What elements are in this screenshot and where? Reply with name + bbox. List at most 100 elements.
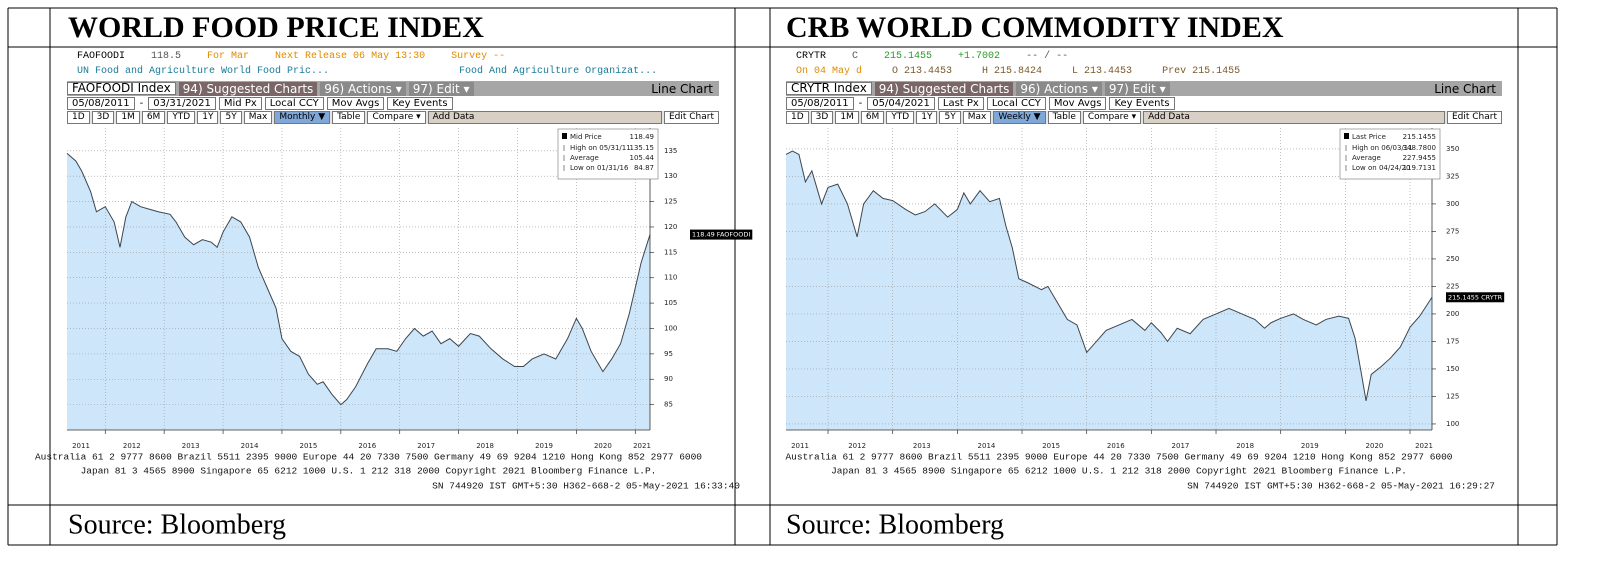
legend-label: Average — [570, 154, 599, 162]
period-button: Max — [962, 111, 992, 124]
range-field: - — [858, 98, 863, 109]
x-tick-label: 2017 — [1172, 442, 1190, 450]
period-button: YTD — [886, 111, 915, 124]
x-tick-label: 2020 — [1366, 442, 1384, 450]
period-button: Compare ▾ — [367, 111, 426, 124]
y-tick-label: 125 — [664, 198, 677, 206]
period-button: 1M — [835, 111, 859, 124]
x-tick-label: 2013 — [913, 442, 931, 450]
period-button: 1M — [116, 111, 140, 124]
x-tick-label: 2011 — [72, 442, 90, 450]
footer-line: Australia 61 2 9777 8600 Brazil 5511 239… — [35, 452, 702, 463]
quote-field: Survey -- — [451, 51, 506, 62]
description-field: L 213.4453 — [1072, 66, 1133, 77]
description-field: Prev 215.1455 — [1162, 66, 1241, 77]
period-bar: 1D 3D 1M 6M YTD 1Y 5Y Max Weekly ▼ Table Compare ▾… — [786, 111, 1502, 124]
line — [785, 150, 1433, 401]
range-field: Mov Avgs — [1048, 97, 1107, 110]
period-button: Max — [243, 111, 273, 124]
last-value-box — [1446, 292, 1505, 303]
quote-row: CRYTR C 215.1455 +1.7002 -- / -- — [796, 50, 1512, 63]
period-button: Weekly ▼ — [993, 111, 1046, 124]
toolbar-button: 97) Edit ▾ — [408, 81, 474, 96]
last-value-label: 215.1455 CRYTR — [1448, 293, 1503, 301]
footer-line: Japan 81 3 4565 8900 Singapore 65 6212 1… — [81, 466, 657, 477]
x-tick-label: 2013 — [182, 442, 200, 450]
y-tick-label: 200 — [1446, 310, 1459, 318]
range-field: 05/08/2011 — [67, 97, 135, 110]
x-tick-label: 2019 — [1301, 442, 1319, 450]
legend-label: High on 06/03/11 — [1352, 144, 1413, 152]
y-tick-label: 120 — [664, 223, 677, 231]
period-button: 6M — [860, 111, 885, 124]
y-tick-label: 175 — [1446, 337, 1459, 345]
range-field: Local CCY — [986, 97, 1046, 110]
y-tick-label: 125 — [1446, 392, 1459, 400]
legend-box — [1339, 128, 1441, 180]
range-field: - — [139, 98, 144, 109]
legend-value: 119.7131 — [1403, 164, 1436, 172]
toolbar-button: 96) Actions ▾ — [320, 81, 406, 96]
y-tick-label: 350 — [1446, 145, 1459, 153]
y-tick-label: 100 — [1446, 420, 1459, 428]
last-value-box — [690, 229, 753, 240]
description-field: UN Food and Agriculture World Food Pric.… — [77, 66, 330, 77]
toolbar-button: Line Chart — [651, 81, 713, 96]
y-tick-label: 135 — [664, 147, 677, 155]
legend-box — [557, 128, 659, 180]
x-tick-label: 2019 — [535, 442, 553, 450]
description-field: H 215.8424 — [982, 66, 1043, 77]
y-tick-label: 250 — [1446, 255, 1459, 263]
x-tick-label: 2012 — [848, 442, 866, 450]
range-field: Mov Avgs — [326, 97, 385, 110]
footer-line: SN 744920 IST GMT+5:30 H362-668-2 05-May… — [1187, 481, 1495, 492]
quote-field: -- / -- — [1026, 51, 1069, 62]
range-field: Mid Px — [218, 97, 262, 110]
period-button: Table — [332, 111, 366, 124]
y-tick-label: 275 — [1446, 227, 1459, 235]
footer-line: SN 744920 IST GMT+5:30 H362-668-2 05-May… — [432, 481, 740, 492]
y-tick-label: 95 — [664, 350, 673, 358]
period-button: Edit Chart — [1446, 111, 1502, 124]
y-tick-label: 130 — [664, 172, 677, 180]
legend-value: 215.1455 — [1403, 133, 1436, 141]
x-tick-label: 2021 — [633, 442, 651, 450]
last-value-label: 118.49 FAOFOODI — [692, 231, 750, 239]
x-tick-label: 2017 — [417, 442, 435, 450]
period-bar: 1D 3D 1M 6M YTD 1Y 5Y Max Monthly ▼ Table Compare … — [67, 111, 719, 124]
legend-label: Mid Price — [570, 133, 602, 141]
y-tick-label: 150 — [1446, 365, 1459, 373]
quote-field: +1.7002 — [958, 51, 1001, 62]
quote-field: FAOFOODI — [77, 51, 126, 62]
period-button: 1D — [67, 111, 90, 124]
period-button: Add Data — [427, 111, 662, 124]
legend-swatch — [1344, 133, 1349, 139]
cell-title: CRB WORLD COMMODITY INDEX — [786, 11, 1284, 44]
legend-value: 118.49 — [630, 133, 655, 141]
range-field: Key Events — [1109, 97, 1175, 110]
area-fill — [786, 151, 1432, 430]
period-button: Monthly ▼ — [274, 111, 331, 124]
quote-field: C — [852, 51, 859, 62]
legend-value: 135.15 — [630, 144, 655, 152]
legend-label: Last Price — [1352, 133, 1386, 141]
range-field: 05/04/2021 — [867, 97, 935, 110]
period-button: 6M — [141, 111, 166, 124]
source-note: Source: Bloomberg — [68, 509, 286, 540]
period-button: 3D — [91, 111, 115, 124]
toolbar-button: 94) Suggested Charts — [178, 81, 318, 96]
toolbar-button: 94) Suggested Charts — [874, 81, 1014, 96]
quote-field: Next Release 06 May 13:30 — [275, 51, 426, 62]
range-field: 03/31/2021 — [148, 97, 216, 110]
legend-value: 227.9455 — [1403, 154, 1436, 162]
cell-title: WORLD FOOD PRICE INDEX — [68, 11, 484, 44]
quote-field: 215.1455 — [884, 51, 933, 62]
period-button: 1Y — [197, 111, 219, 124]
range-field: 05/08/2011 — [786, 97, 854, 110]
period-button: 5Y — [939, 111, 961, 124]
period-button: 1Y — [916, 111, 938, 124]
range-field: Last Px — [937, 97, 984, 110]
toolbar-button: FAOFOODI Index — [67, 82, 176, 95]
